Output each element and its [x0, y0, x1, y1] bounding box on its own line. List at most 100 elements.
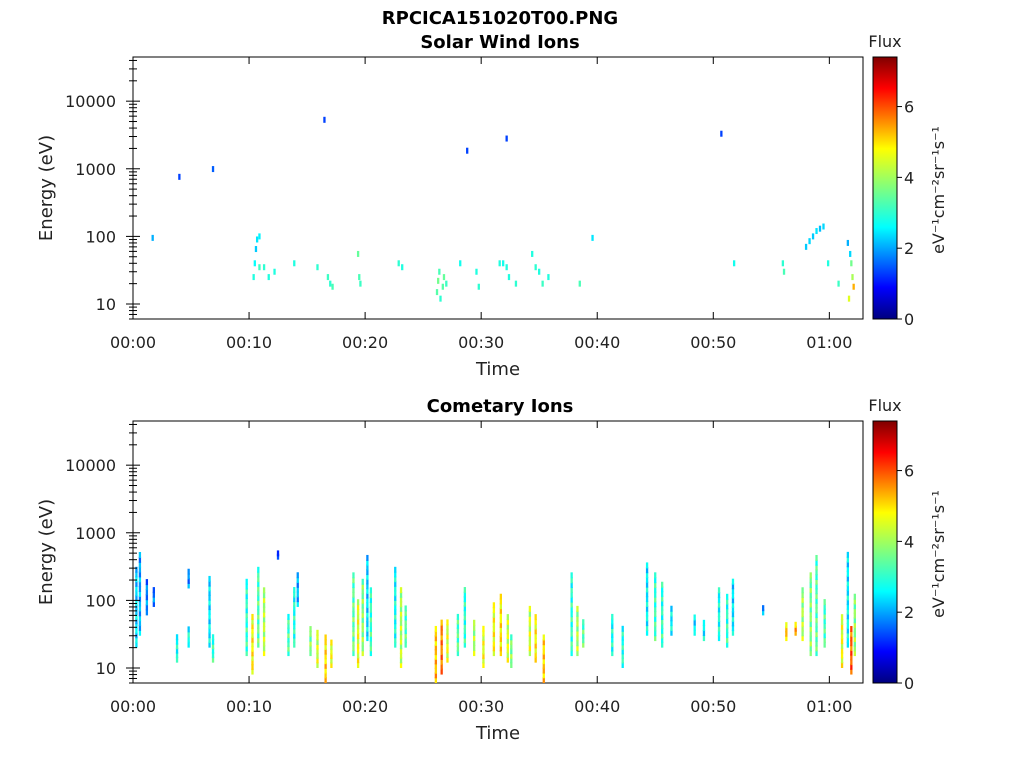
- heatmap-cell: [463, 591, 467, 598]
- heatmap-cell: [534, 656, 537, 663]
- heatmap-cell: [850, 649, 853, 656]
- heatmap-cell: [138, 581, 142, 588]
- heatmap-cell: [394, 576, 397, 583]
- heatmap-cell: [145, 609, 149, 616]
- heatmap-cell: [399, 610, 403, 617]
- heatmap-cell: [654, 572, 657, 579]
- heatmap-cell: [499, 612, 502, 619]
- heatmap-cell: [287, 650, 290, 657]
- heatmap-cell: [404, 614, 407, 621]
- heatmap-cell: [399, 633, 403, 640]
- heatmap-cell: [542, 643, 545, 650]
- heatmap-cell: [840, 657, 844, 664]
- heatmap-cell: [257, 622, 260, 629]
- heatmap-cell: [809, 586, 812, 593]
- heatmap-cell: [726, 617, 729, 624]
- heatmap-cell: [446, 624, 449, 631]
- heatmap-cell: [726, 612, 729, 619]
- heatmap-cell: [366, 573, 369, 580]
- heatmap-cell: [440, 644, 443, 651]
- heatmap-cell: [785, 635, 788, 642]
- heatmap-cell: [473, 650, 476, 657]
- heatmap-cell: [138, 600, 142, 607]
- heatmap-cell: [731, 615, 735, 622]
- heatmap-cell: [611, 636, 614, 643]
- x-tick-label: 00:30: [458, 697, 504, 716]
- heatmap-cell: [369, 596, 373, 603]
- heatmap-cell: [720, 130, 723, 137]
- heatmap-cell: [670, 624, 673, 631]
- colorbar-tick-label: 4: [904, 168, 914, 187]
- heatmap-cell: [394, 604, 397, 611]
- heatmap-cell: [399, 596, 403, 603]
- heatmap-cell: [287, 622, 290, 629]
- heatmap-cell: [138, 551, 142, 558]
- heatmap-cell: [273, 268, 276, 275]
- heatmap-cell: [356, 250, 360, 257]
- heatmap-cell: [369, 640, 373, 647]
- x-tick-label: 00:10: [226, 333, 272, 352]
- heatmap-cell: [296, 596, 299, 603]
- heatmap-cell: [693, 614, 696, 621]
- heatmap-cell: [251, 645, 254, 652]
- heatmap-cell: [547, 274, 550, 281]
- heatmap-cell: [324, 643, 327, 650]
- heatmap-cell: [366, 592, 369, 599]
- x-tick-label: 01:00: [806, 697, 852, 716]
- heatmap-cell: [846, 632, 850, 639]
- heatmap-cell: [570, 572, 573, 579]
- heatmap-cell: [397, 260, 400, 267]
- colorbar: [872, 420, 898, 684]
- x-axis-label: Time: [475, 359, 520, 380]
- heatmap-cell: [731, 625, 735, 632]
- heatmap-cell: [815, 583, 818, 590]
- heatmap-cell: [477, 283, 480, 290]
- heatmap-cell: [399, 662, 403, 668]
- heatmap-cell: [257, 618, 260, 625]
- heatmap-cell: [570, 611, 573, 618]
- heatmap-cell: [534, 264, 537, 271]
- heatmap-cell: [726, 608, 729, 615]
- heatmap-cell: [846, 551, 850, 558]
- heatmap-cell: [463, 637, 467, 644]
- heatmap-cell: [582, 641, 585, 648]
- heatmap-cell: [506, 637, 509, 644]
- heatmap-cell: [356, 604, 360, 611]
- heatmap-cell: [726, 622, 729, 629]
- heatmap-cell: [434, 644, 438, 651]
- heatmap-cell: [717, 625, 721, 632]
- heatmap-cell: [534, 633, 537, 640]
- heatmap-cell: [352, 635, 355, 642]
- heatmap-cell: [361, 602, 364, 609]
- heatmap-cell: [731, 597, 735, 604]
- heatmap-cell: [440, 624, 443, 631]
- heatmap-cell: [475, 268, 478, 275]
- heatmap-cell: [262, 601, 266, 608]
- heatmap-cell: [499, 650, 502, 657]
- heatmap-cell: [324, 634, 327, 641]
- heatmap-cell: [293, 600, 296, 607]
- heatmap-cell: [840, 618, 844, 625]
- heatmap-cell: [850, 644, 853, 651]
- heatmap-cell: [661, 641, 664, 648]
- heatmap-cell: [853, 598, 856, 605]
- heatmap-cell: [135, 627, 138, 634]
- heatmap-cell: [262, 596, 266, 603]
- heatmap-cell: [208, 580, 211, 587]
- heatmap-cell: [591, 234, 594, 241]
- heatmap-cell: [846, 580, 850, 587]
- heatmap-cell: [262, 621, 266, 628]
- heatmap-cell: [850, 260, 853, 267]
- heatmap-cell: [437, 277, 440, 284]
- heatmap-cell: [309, 635, 312, 642]
- heatmap-cell: [576, 635, 579, 642]
- y-tick-label: 100: [85, 227, 116, 246]
- heatmap-cell: [621, 630, 624, 637]
- heatmap-cell: [135, 618, 138, 625]
- heatmap-cell: [145, 604, 149, 611]
- heatmap-cell: [498, 260, 501, 267]
- heatmap-cell: [823, 618, 826, 625]
- heatmap-cell: [582, 628, 585, 635]
- heatmap-cell: [499, 593, 502, 600]
- heatmap-cell: [394, 618, 397, 625]
